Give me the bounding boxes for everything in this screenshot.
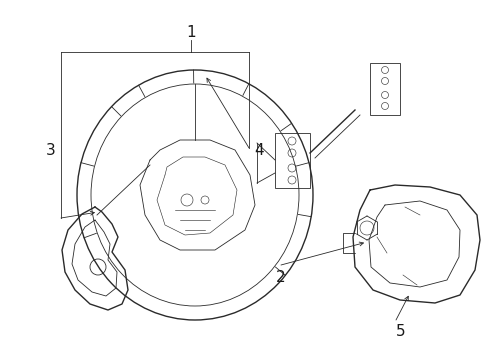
Text: 4: 4 xyxy=(254,143,263,158)
Bar xyxy=(274,133,309,188)
Text: 1: 1 xyxy=(186,24,195,40)
Text: 3: 3 xyxy=(46,143,56,158)
Text: 5: 5 xyxy=(395,324,405,339)
Bar xyxy=(369,63,399,115)
Text: 2: 2 xyxy=(276,270,285,284)
